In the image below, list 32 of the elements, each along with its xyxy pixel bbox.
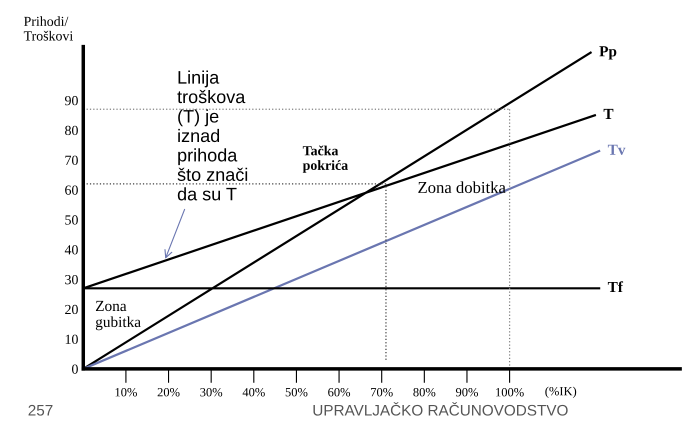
annotation: Linija troškova (T) je iznad prihoda što znači da su T [177, 70, 248, 200]
series-label: T [604, 108, 614, 119]
annotation: Tačka pokrića [302, 145, 348, 173]
x-tick-label: 100% [496, 388, 524, 396]
x-tick-label: 60% [328, 388, 350, 396]
x-axis-title: (%IK) [545, 386, 576, 398]
annotation: Zona gubitka [96, 300, 141, 330]
series-label: Tv [608, 144, 626, 155]
y-tick-label: 90 [64, 96, 78, 106]
y-tick-label: 30 [65, 274, 78, 284]
y-tick-label: 50 [65, 215, 78, 225]
x-tick-label: 10% [116, 388, 137, 396]
text: UPRAVLJAČKO RAČUNOVODSTVO [313, 402, 568, 416]
text: 257 [28, 404, 52, 416]
y-tick-label: 0 [72, 364, 78, 374]
x-tick-label: 50% [286, 388, 308, 396]
x-tick-label: 40% [242, 388, 265, 396]
series-label: Tf [608, 281, 624, 292]
annotation: Zona dobitka [418, 181, 506, 194]
x-tick-label: 20% [158, 388, 180, 396]
y-axis-title: Prihodi/ Troškovi [24, 16, 73, 41]
y-tick-label: 80 [65, 126, 78, 136]
y-tick-label: 70 [65, 156, 78, 165]
y-tick-label: 20 [65, 304, 78, 314]
y-tick-label: 40 [64, 245, 78, 254]
y-tick-label: 60 [65, 185, 78, 195]
series-label: Pp [599, 46, 616, 60]
x-tick-label: 70% [371, 388, 393, 396]
x-tick-label: 30% [200, 388, 222, 396]
x-tick-label: 80% [413, 388, 436, 396]
y-tick-label: 10 [66, 334, 78, 344]
x-tick-label: 90% [456, 388, 478, 396]
